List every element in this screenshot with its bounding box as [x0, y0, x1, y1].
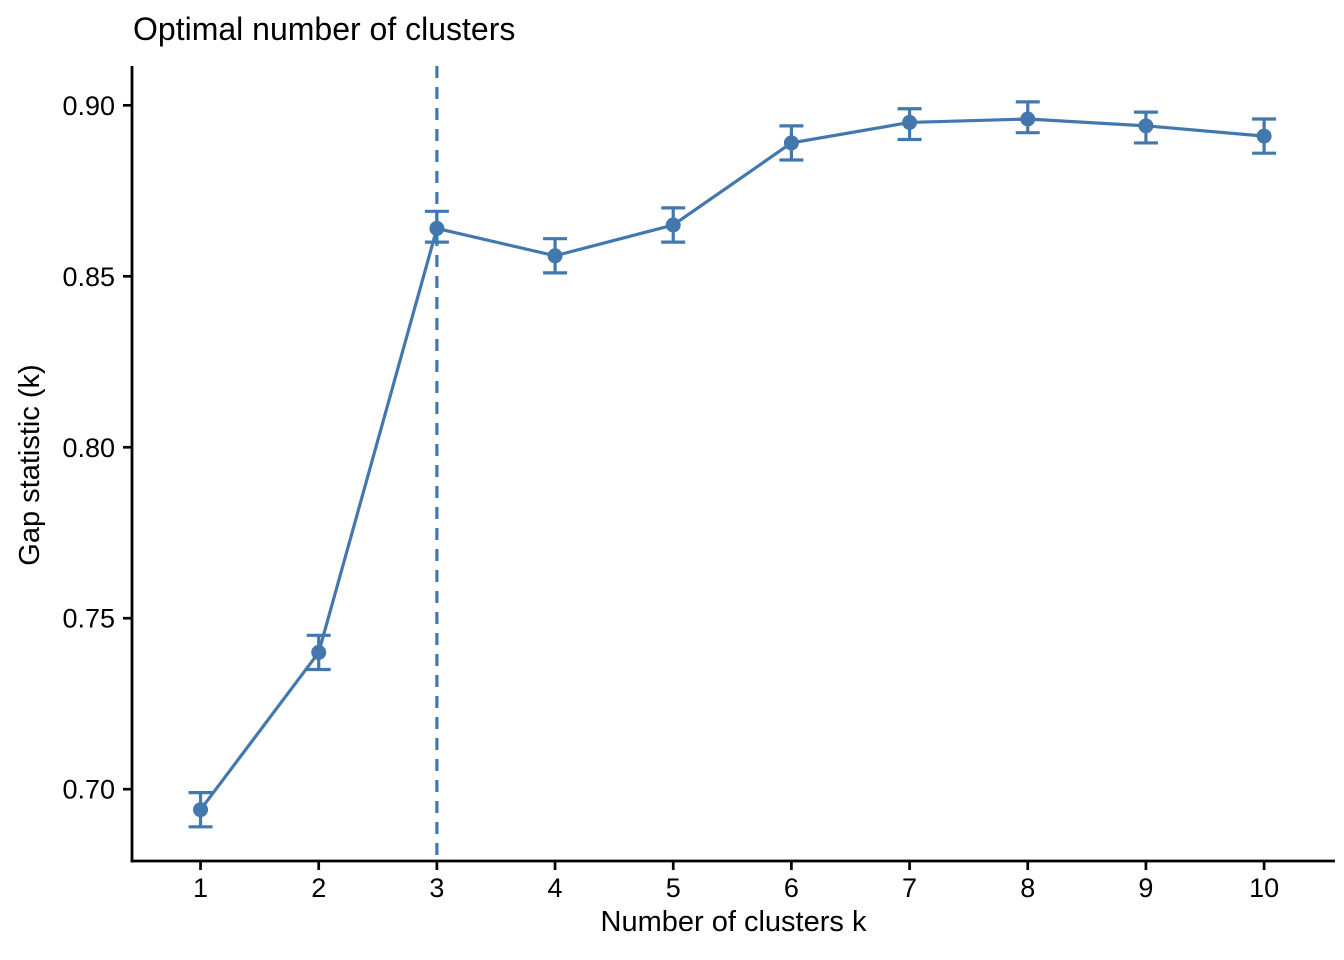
y-tick-label: 0.85	[62, 262, 115, 292]
data-point	[429, 220, 445, 236]
data-point	[783, 135, 799, 151]
data-point	[547, 248, 563, 264]
x-tick-label: 6	[784, 873, 799, 903]
data-point	[665, 217, 681, 233]
x-tick-label: 5	[666, 873, 681, 903]
x-axis-title: Number of clusters k	[600, 906, 867, 938]
y-tick-label: 0.75	[62, 604, 115, 634]
data-point	[902, 114, 918, 130]
y-tick-label: 0.80	[62, 433, 115, 463]
data-point	[1020, 111, 1036, 127]
x-tick-label: 8	[1020, 873, 1035, 903]
x-tick-label: 1	[193, 873, 208, 903]
x-tick-label: 10	[1249, 873, 1279, 903]
data-point	[1256, 128, 1272, 144]
x-tick-label: 2	[311, 873, 326, 903]
y-axis-title: Gap statistic (k)	[14, 364, 46, 566]
data-point	[193, 802, 209, 818]
x-tick-label: 3	[429, 873, 444, 903]
x-tick-label: 9	[1138, 873, 1153, 903]
chart-title: Optimal number of clusters	[133, 11, 516, 47]
x-tick-label: 7	[902, 873, 917, 903]
y-tick-label: 0.70	[62, 775, 115, 805]
gap-statistic-line	[199, 117, 1265, 811]
data-point	[311, 644, 327, 660]
data-point	[1138, 118, 1154, 134]
x-tick-label: 4	[548, 873, 563, 903]
y-tick-label: 0.90	[62, 91, 115, 121]
